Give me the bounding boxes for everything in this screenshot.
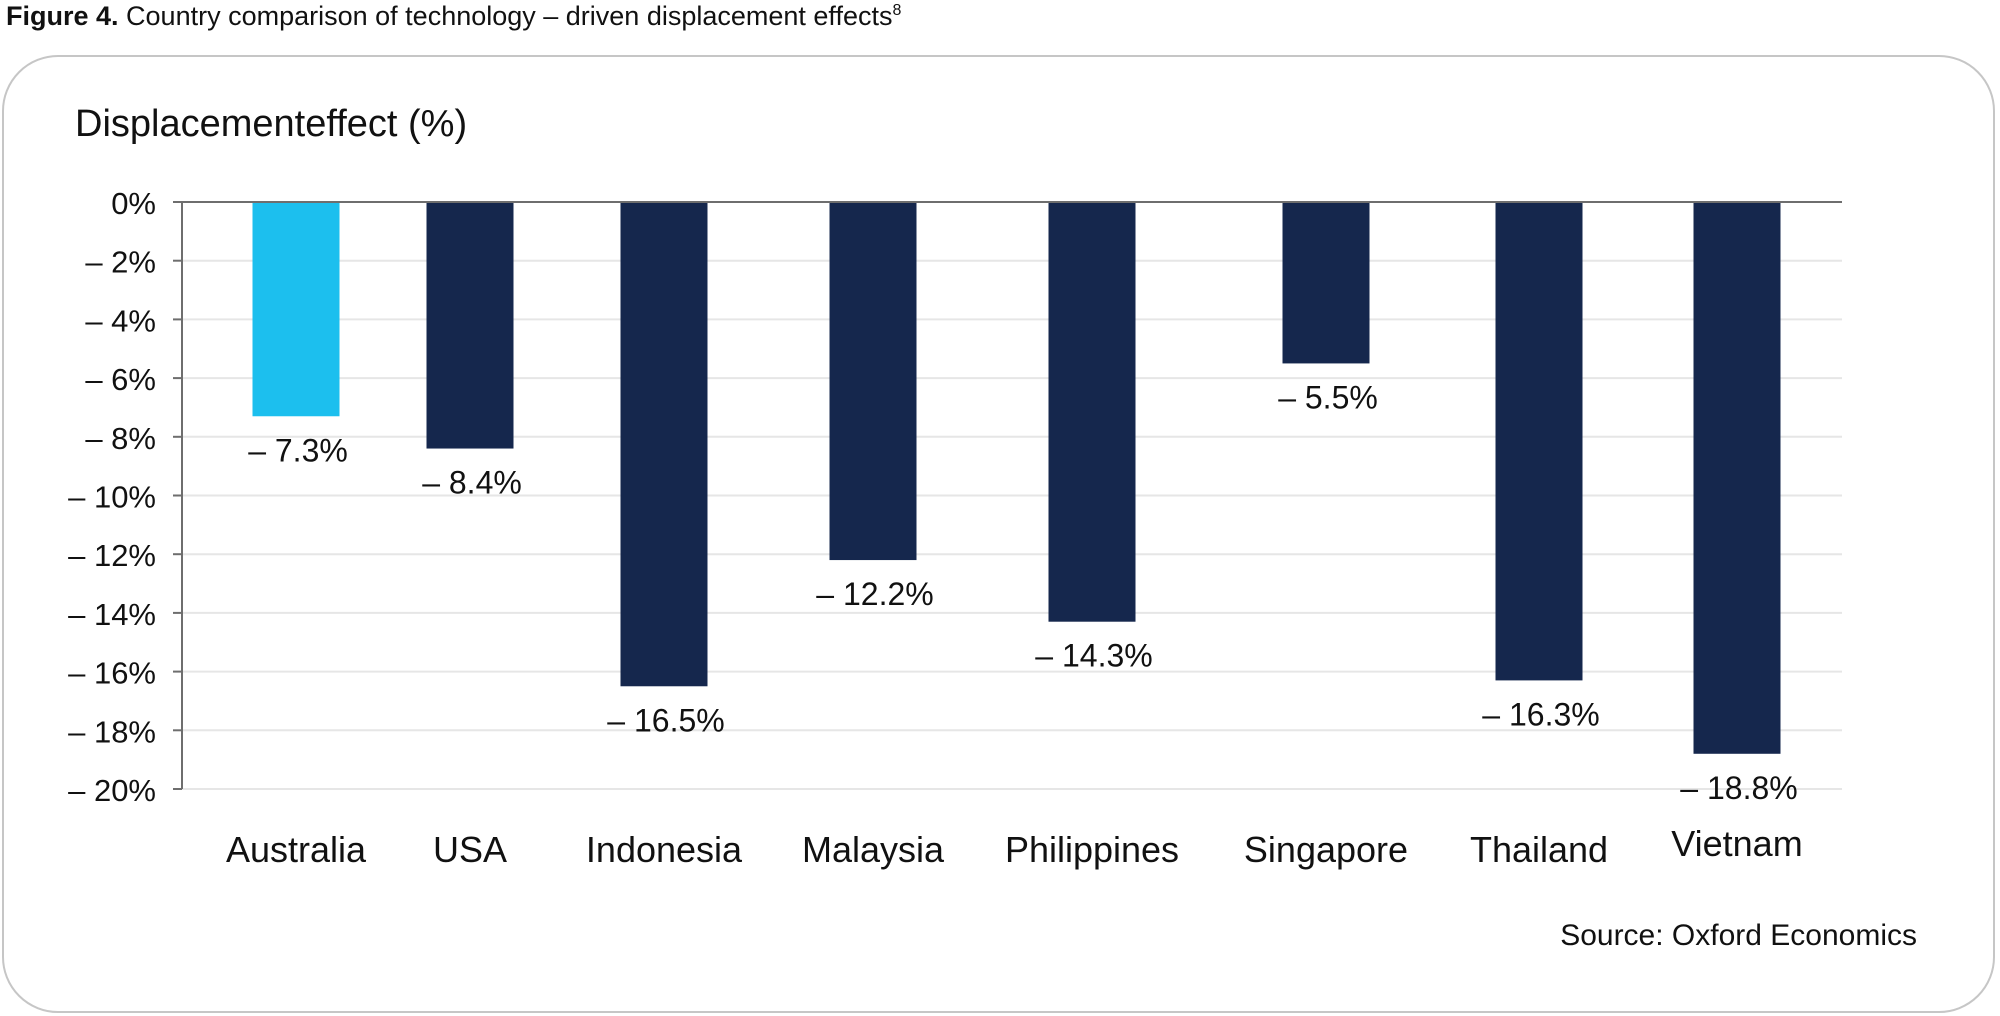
category-label: Philippines (1005, 829, 1179, 870)
bar-philippines (1048, 202, 1136, 622)
category-label: Singapore (1244, 829, 1408, 870)
figure-number: Figure 4. (6, 1, 119, 31)
value-label: – 16.3% (1482, 696, 1599, 732)
y-tick-label: – 16% (68, 656, 156, 691)
category-label: Vietnam (1671, 823, 1802, 864)
bar-malaysia (829, 202, 917, 561)
value-label: – 14.3% (1035, 638, 1152, 674)
y-tick-label: – 4% (85, 303, 156, 338)
bar-vietnam (1693, 202, 1781, 754)
category-label: Malaysia (802, 829, 945, 870)
bar-singapore (1282, 202, 1370, 364)
source-note: Source: Oxford Economics (1560, 919, 1917, 952)
y-tick-label: – 14% (68, 597, 156, 632)
value-label: – 12.2% (816, 576, 933, 612)
y-tick-label: – 18% (68, 714, 156, 749)
value-label: – 8.4% (422, 465, 522, 501)
bar-indonesia (620, 202, 708, 687)
y-tick-label: 0% (111, 186, 156, 221)
value-label: – 5.5% (1278, 379, 1378, 415)
value-label: – 7.3% (248, 432, 348, 468)
bar-thailand (1495, 202, 1583, 681)
y-tick-label: – 8% (85, 421, 156, 456)
category-label: Thailand (1470, 829, 1608, 870)
figure-title: Figure 4. Country comparison of technolo… (6, 0, 901, 32)
footnote-marker: 8 (892, 2, 902, 19)
y-axis-ticks: 0% – 2% – 4% – 6% – 8% – 10% – 12% – 14% – 16% – … (68, 186, 182, 808)
figure-caption: Country comparison of technology – drive… (126, 1, 893, 31)
category-label: Indonesia (586, 829, 743, 870)
bars (252, 202, 1781, 754)
y-tick-label: – 10% (68, 480, 156, 515)
y-tick-label: – 20% (68, 773, 156, 808)
axes (181, 201, 1842, 789)
bar-usa (426, 202, 514, 449)
y-tick-label: – 12% (68, 538, 156, 573)
y-tick-label: – 6% (85, 362, 156, 397)
y-tick-label: – 2% (85, 245, 156, 280)
value-label: – 18.8% (1680, 770, 1797, 806)
x-axis-labels: Australia USA Indonesia Malaysia Philippines… (226, 823, 1803, 870)
category-label: Australia (226, 829, 367, 870)
category-label: USA (433, 829, 507, 870)
bar-australia (252, 202, 340, 417)
value-label: – 16.5% (607, 702, 724, 738)
y-axis-title: Displacementeffect (%) (75, 103, 468, 145)
value-labels: – 7.3% – 8.4% – 16.5% – 12.2% – 14.3% – 5.5% –… (248, 379, 1798, 805)
